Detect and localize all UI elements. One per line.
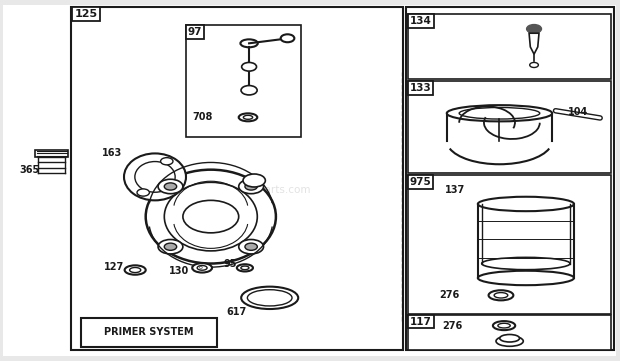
Ellipse shape [447, 105, 552, 121]
FancyBboxPatch shape [81, 318, 217, 347]
FancyBboxPatch shape [408, 175, 611, 314]
Text: 276: 276 [439, 290, 459, 300]
Text: 127: 127 [104, 262, 125, 272]
Circle shape [239, 239, 264, 254]
Circle shape [245, 243, 257, 250]
Ellipse shape [237, 264, 253, 271]
Text: 134: 134 [410, 16, 432, 26]
Ellipse shape [241, 287, 298, 309]
Text: 130: 130 [169, 266, 189, 277]
Ellipse shape [130, 268, 141, 273]
Polygon shape [529, 33, 539, 54]
Circle shape [281, 34, 294, 42]
FancyBboxPatch shape [3, 5, 616, 356]
Circle shape [183, 200, 239, 233]
Ellipse shape [124, 153, 186, 200]
Text: PRIMER SYSTEM: PRIMER SYSTEM [104, 327, 193, 337]
Circle shape [526, 25, 541, 33]
FancyBboxPatch shape [71, 7, 403, 350]
Circle shape [137, 189, 149, 196]
Text: 133: 133 [410, 83, 432, 93]
Text: 95: 95 [223, 259, 237, 269]
FancyBboxPatch shape [408, 81, 611, 173]
FancyBboxPatch shape [406, 7, 614, 350]
Ellipse shape [459, 108, 540, 119]
Text: 104: 104 [568, 106, 588, 117]
Circle shape [243, 174, 265, 187]
Text: o: o [199, 265, 203, 270]
Circle shape [158, 179, 183, 194]
Circle shape [161, 158, 173, 165]
Circle shape [245, 183, 257, 190]
Circle shape [164, 243, 177, 250]
Ellipse shape [241, 266, 249, 270]
Ellipse shape [493, 321, 515, 330]
Ellipse shape [146, 170, 276, 264]
Ellipse shape [489, 290, 513, 300]
Text: 975: 975 [410, 177, 432, 187]
FancyBboxPatch shape [186, 25, 301, 137]
Ellipse shape [243, 116, 253, 119]
Text: 708: 708 [192, 112, 213, 122]
Text: 276: 276 [442, 321, 463, 331]
Ellipse shape [482, 257, 570, 270]
Text: 125: 125 [74, 9, 97, 19]
Ellipse shape [125, 265, 146, 275]
Ellipse shape [239, 113, 257, 121]
Text: eReplacementParts.com: eReplacementParts.com [185, 184, 311, 195]
Text: 97: 97 [188, 27, 202, 37]
Circle shape [158, 239, 183, 254]
Text: 137: 137 [445, 184, 466, 195]
Circle shape [241, 86, 257, 95]
FancyBboxPatch shape [408, 14, 611, 79]
Ellipse shape [498, 323, 510, 328]
Circle shape [164, 183, 177, 190]
Polygon shape [35, 150, 68, 157]
Ellipse shape [478, 197, 574, 211]
Ellipse shape [494, 292, 508, 298]
Ellipse shape [135, 162, 175, 192]
Ellipse shape [500, 335, 520, 342]
Ellipse shape [247, 290, 292, 306]
Ellipse shape [192, 263, 212, 273]
Ellipse shape [197, 265, 207, 270]
Ellipse shape [164, 182, 257, 251]
Text: 163: 163 [102, 148, 123, 158]
Text: 117: 117 [410, 317, 432, 327]
Ellipse shape [496, 336, 523, 346]
Ellipse shape [478, 271, 574, 285]
Circle shape [239, 179, 264, 194]
Text: 365: 365 [20, 165, 40, 175]
FancyBboxPatch shape [408, 315, 611, 350]
Ellipse shape [241, 39, 258, 47]
Text: 617: 617 [226, 307, 247, 317]
Circle shape [242, 62, 257, 71]
